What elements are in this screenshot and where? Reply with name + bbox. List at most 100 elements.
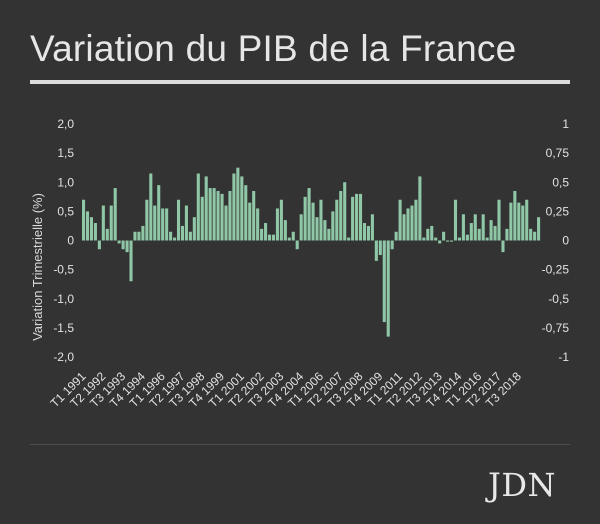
bar bbox=[113, 188, 117, 241]
bar bbox=[271, 234, 276, 241]
chart-title: Variation du PIB de la France bbox=[30, 28, 517, 69]
bar bbox=[161, 208, 165, 241]
bar bbox=[173, 237, 177, 241]
bar bbox=[442, 231, 446, 241]
bar bbox=[299, 214, 303, 241]
bar bbox=[169, 231, 173, 241]
bar bbox=[343, 182, 347, 241]
bar bbox=[244, 185, 248, 241]
bar bbox=[291, 231, 295, 241]
bar bbox=[260, 228, 264, 241]
bar bbox=[366, 225, 370, 241]
bar bbox=[109, 205, 113, 241]
bar bbox=[82, 199, 86, 241]
bar bbox=[149, 173, 153, 241]
y-tick-label-left: -1,5 bbox=[53, 321, 74, 335]
bar bbox=[196, 173, 200, 241]
bar bbox=[513, 190, 517, 241]
bar bbox=[204, 176, 208, 241]
bar bbox=[133, 231, 137, 241]
title-underline bbox=[30, 80, 570, 84]
bar bbox=[101, 205, 105, 241]
bar bbox=[105, 228, 109, 241]
bar bbox=[426, 228, 430, 241]
bar bbox=[473, 214, 477, 241]
bar bbox=[129, 240, 133, 282]
y-tick-label-right: 0,75 bbox=[546, 146, 570, 160]
bar bbox=[394, 231, 398, 241]
bar bbox=[184, 205, 188, 241]
y-tick-label-left: 0 bbox=[67, 234, 74, 248]
bar bbox=[402, 214, 406, 241]
bar bbox=[315, 217, 319, 241]
bar bbox=[465, 234, 469, 241]
bar bbox=[279, 199, 283, 241]
bar bbox=[422, 237, 426, 241]
bar bbox=[418, 176, 422, 241]
bar bbox=[533, 231, 537, 241]
bar bbox=[97, 240, 101, 250]
y-tick-label-right: -0,25 bbox=[542, 263, 570, 277]
bar bbox=[180, 225, 185, 241]
bar bbox=[453, 199, 458, 241]
y-tick-label-right: 0,5 bbox=[552, 175, 569, 189]
bar bbox=[525, 199, 529, 241]
bar bbox=[200, 196, 204, 241]
bar bbox=[232, 173, 236, 241]
bar bbox=[335, 199, 339, 241]
bar bbox=[358, 193, 363, 241]
bar bbox=[216, 190, 220, 241]
bar bbox=[497, 199, 501, 241]
bar bbox=[430, 225, 434, 241]
y-axis-right: 1 0,75 0,5 0,25 0 -0,25 -0,5 -0,75 -1 bbox=[542, 117, 570, 364]
y-tick-label-left: -1,0 bbox=[53, 292, 74, 306]
bar bbox=[493, 225, 497, 241]
bar bbox=[303, 196, 307, 241]
bar bbox=[224, 205, 228, 241]
bar bbox=[208, 188, 212, 241]
bar bbox=[248, 202, 252, 241]
footer-divider bbox=[30, 444, 570, 445]
bar bbox=[307, 188, 311, 241]
bar bbox=[386, 240, 390, 337]
bar bbox=[390, 240, 394, 250]
bar bbox=[275, 208, 279, 241]
bar bbox=[283, 220, 287, 241]
bar bbox=[414, 199, 418, 241]
bar bbox=[311, 202, 315, 241]
y-tick-label-left: 1,5 bbox=[57, 146, 74, 160]
bar bbox=[501, 240, 505, 253]
bar bbox=[165, 208, 169, 241]
bar bbox=[457, 237, 461, 241]
bar bbox=[176, 199, 181, 241]
y-tick-label-left: -0,5 bbox=[53, 263, 74, 277]
bar bbox=[517, 202, 521, 241]
bar bbox=[398, 199, 402, 241]
y-tick-label-right: -0,5 bbox=[548, 292, 569, 306]
bar bbox=[252, 190, 256, 241]
bar bbox=[489, 220, 493, 241]
bar bbox=[347, 237, 351, 241]
y-axis-label: Variation Trimestrielle (%) bbox=[30, 193, 45, 341]
bar bbox=[485, 237, 489, 241]
bar bbox=[188, 231, 192, 241]
bar bbox=[117, 240, 121, 244]
y-tick-label-right: -0,75 bbox=[542, 321, 570, 335]
y-tick-label-left: 0,5 bbox=[57, 204, 74, 218]
bar bbox=[505, 228, 509, 241]
bar bbox=[236, 167, 240, 241]
bar bbox=[295, 240, 299, 250]
y-tick-label-left: -2,0 bbox=[53, 350, 74, 364]
bar bbox=[93, 223, 97, 241]
bar bbox=[355, 193, 359, 241]
y-tick-label-right: -1 bbox=[558, 350, 569, 364]
bar bbox=[378, 240, 382, 256]
bar bbox=[449, 240, 454, 242]
y-tick-label-left: 1,0 bbox=[57, 175, 74, 189]
bar bbox=[212, 188, 216, 241]
bar bbox=[145, 199, 149, 241]
bar bbox=[220, 193, 224, 241]
bar bbox=[406, 208, 410, 241]
bars-group bbox=[82, 167, 541, 337]
